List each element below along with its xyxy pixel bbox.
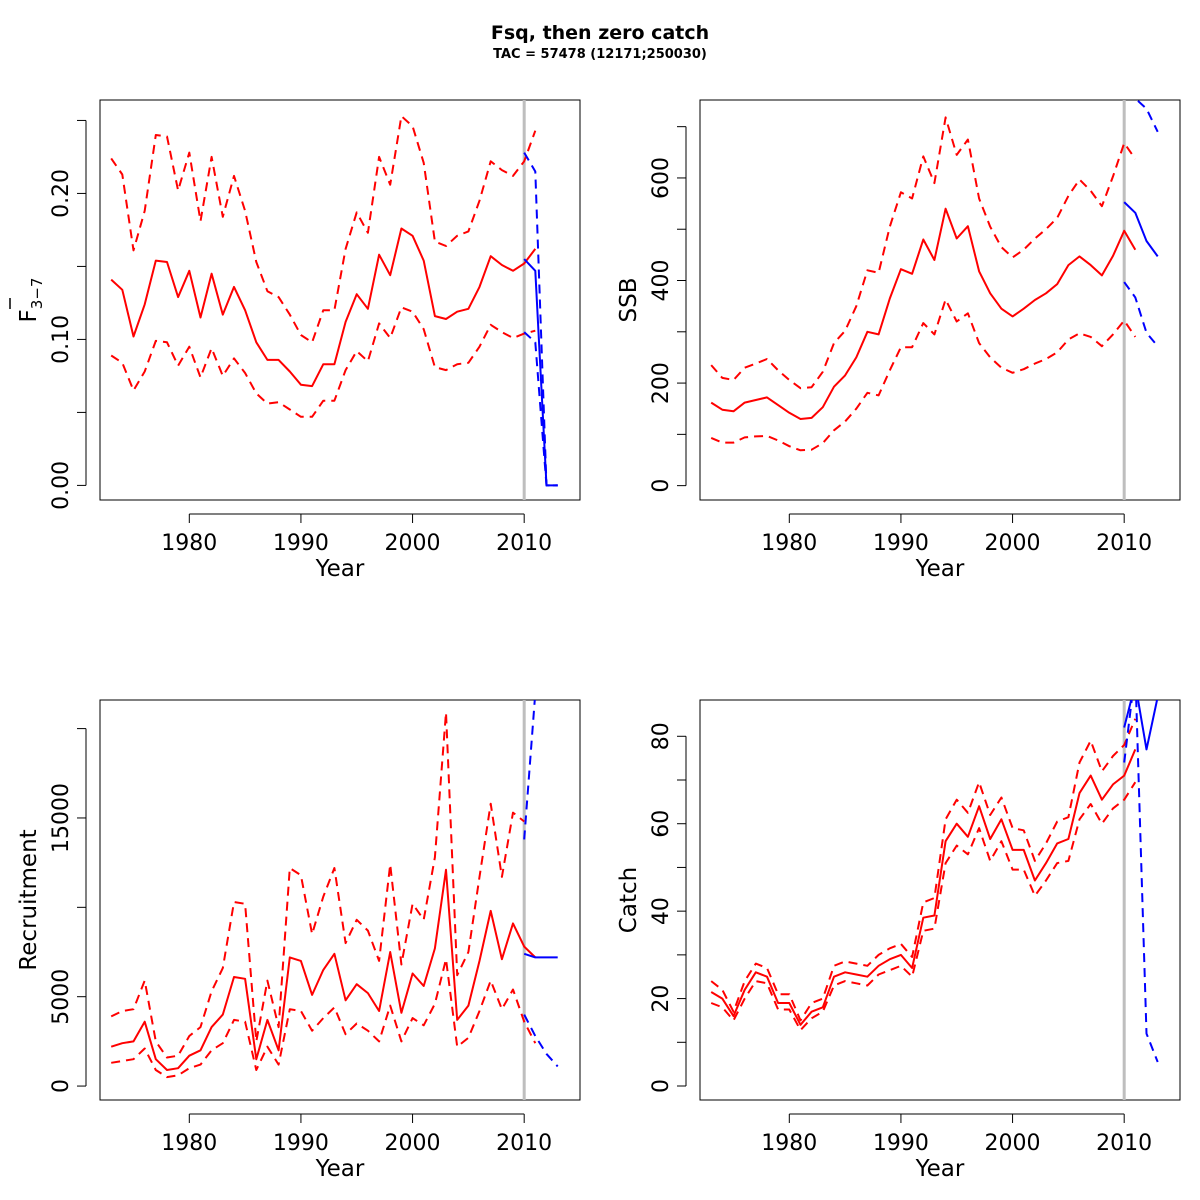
series-line-forecast-dashed <box>523 700 536 840</box>
series-line-forecast-dashed <box>523 1014 559 1068</box>
y-tick-label: 0 <box>649 479 674 493</box>
plot-frame <box>99 99 581 501</box>
series-line-estimate-solid <box>710 749 1137 1026</box>
figure-subtitle: TAC = 57478 (12171;250030) <box>493 47 707 62</box>
series-line-estimate-solid <box>710 207 1137 420</box>
series-line-estimate-dashed <box>110 115 537 344</box>
y-tick-label: 60 <box>649 810 674 838</box>
x-tick-label: 2010 <box>496 1131 552 1156</box>
panel-bottom-right: 1980 1990 2000 2010 Year 0 20 40 60 80 Catch <box>616 699 1181 1182</box>
y-axis-label: SSB <box>616 278 642 323</box>
figure-title: Fsq, then zero catch <box>490 22 710 44</box>
x-tick-label: 2000 <box>385 531 441 556</box>
y-tick-label: 0 <box>649 1079 674 1093</box>
x-tick-label: 1990 <box>273 531 329 556</box>
y-tick-label: 5000 <box>49 969 74 1025</box>
series-line-estimate-dashed <box>110 306 536 418</box>
plot-area <box>110 100 558 500</box>
y-tick-label: 600 <box>649 157 674 199</box>
y-axis-label: Recruitment <box>16 829 42 970</box>
x-tick-label: 1980 <box>161 1131 217 1156</box>
series-line-forecast-dashed <box>523 331 558 487</box>
x-tick-label: 2010 <box>1096 1131 1152 1156</box>
series-line-estimate-dashed <box>710 116 1137 390</box>
series-line-estimate-dashed <box>710 718 1137 1022</box>
series-line-forecast-solid <box>1123 700 1159 751</box>
x-tick-label: 2010 <box>1096 531 1152 556</box>
series-line-estimate-dashed <box>111 958 537 1079</box>
series-line-forecast-dashed <box>1123 700 1159 1063</box>
panel-top-left: 1980 1990 2000 2010 Year 0.00 0.10 0.20 F3−7 <box>9 99 581 582</box>
series-line-forecast-solid <box>523 952 558 959</box>
panel-top-right: 1980 1990 2000 2010 Year 0 200 400 600 SSB <box>616 99 1181 582</box>
x-tick-label: 1980 <box>161 531 217 556</box>
x-axis-label: Year <box>915 556 965 582</box>
y-tick-label: 400 <box>649 260 674 302</box>
plot-area <box>710 700 1159 1100</box>
x-axis-label: Year <box>315 1156 365 1182</box>
plot-area <box>710 100 1159 500</box>
series-line-forecast-solid <box>523 258 558 487</box>
series-line-estimate-solid <box>110 227 537 388</box>
x-tick-label: 2000 <box>985 531 1041 556</box>
y-tick-label: 20 <box>649 985 674 1013</box>
y-tick-label: 0.10 <box>49 315 74 364</box>
x-axis-label: Year <box>915 1156 965 1182</box>
plot-frame <box>99 699 581 1101</box>
x-tick-label: 1990 <box>873 1131 929 1156</box>
y-tick-label: 80 <box>649 722 674 750</box>
y-tick-label: 40 <box>649 897 674 925</box>
x-tick-label: 1980 <box>761 531 817 556</box>
plot-frame <box>699 99 1181 501</box>
y-tick-label: 0.00 <box>49 461 74 510</box>
series-line-forecast-dashed <box>523 152 558 487</box>
y-tick-label: 0.20 <box>49 169 74 218</box>
x-tick-label: 1980 <box>761 1131 817 1156</box>
x-tick-label: 1990 <box>273 1131 329 1156</box>
series-line-estimate-dashed <box>110 711 525 1059</box>
y-axis-label: F3−7 <box>16 278 46 323</box>
series-line-forecast-solid <box>1123 201 1159 257</box>
x-tick-label: 2000 <box>985 1131 1041 1156</box>
x-axis-label: Year <box>315 556 365 582</box>
x-tick-label: 2010 <box>496 531 552 556</box>
panel-bottom-left: 1980 1990 2000 2010 Year 0 5000 15000 Recruitmen… <box>16 699 581 1182</box>
plot-area <box>110 700 559 1100</box>
series-line-estimate-solid <box>110 868 536 1071</box>
y-axis-label: Catch <box>616 867 642 933</box>
x-tick-label: 2000 <box>385 1131 441 1156</box>
series-line-forecast-dashed <box>1135 100 1159 133</box>
y-tick-label: 200 <box>649 362 674 404</box>
series-line-forecast-dashed <box>1123 281 1159 347</box>
x-tick-label: 1990 <box>873 531 929 556</box>
series-line-estimate-dashed <box>710 298 1137 452</box>
y-tick-label: 15000 <box>49 783 74 853</box>
y-tick-label: 0 <box>49 1079 74 1093</box>
plot-frame <box>699 699 1181 1101</box>
